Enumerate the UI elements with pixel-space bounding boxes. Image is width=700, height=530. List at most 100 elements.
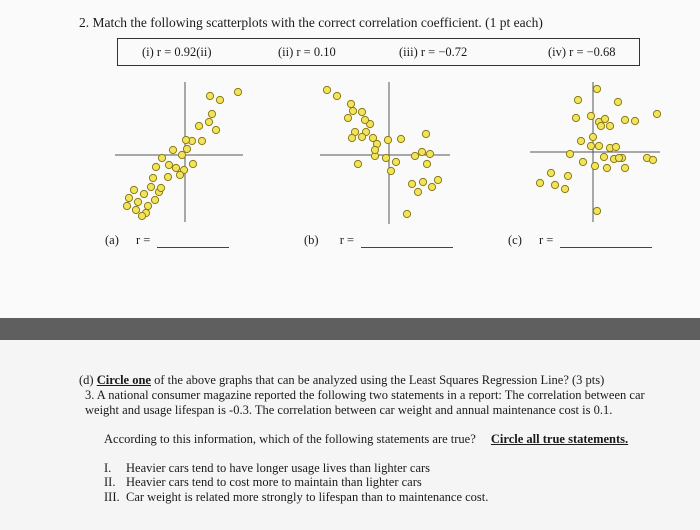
scatter-point [605,121,615,131]
scatterplot-c [530,82,662,222]
coefficient-i: (i) r = 0.92(ii) [142,45,212,59]
part-d-question: (d) Circle one of the above graphs that … [79,373,604,388]
scatter-point [402,209,412,219]
answer-c-blank[interactable] [560,236,653,248]
scatter-point [146,182,156,192]
scatter-point [343,113,353,123]
scatter-point [233,87,243,97]
scatter-point [129,185,139,195]
scatter-point [346,99,356,109]
scatter-point [381,153,391,163]
scatter-point [599,152,609,162]
scatter-point [370,145,380,155]
scatter-point [413,187,423,197]
scatterplot-b [320,82,450,224]
scatter-point [611,142,621,152]
scatter-point [139,189,149,199]
scatter-point [602,163,612,173]
scatter-point [207,109,217,119]
part-d-text: of the above graphs that can be analyzed… [150,373,605,387]
instruction-text: Circle all true statements. [490,432,629,446]
scatter-point [168,145,178,155]
scatter-point [177,150,187,160]
answer-a-r: r = [136,233,151,247]
scatter-point [630,116,640,126]
answer-a-label: (a) [105,233,119,247]
scatter-point [175,170,185,180]
scatter-point [133,197,143,207]
answer-c: (c) r = [508,233,653,248]
worksheet-bottom [0,340,700,530]
scatter-point [211,125,221,135]
circle-one-text: Circle one [96,373,151,387]
scatter-point [573,95,583,105]
statement-1-num: I. [104,461,112,475]
statement-3[interactable]: III. Car weight is related more strongly … [104,490,488,505]
scatter-point [163,172,173,182]
question-3-line-1: 3. A national consumer magazine reported… [85,388,645,402]
scatter-point [571,113,581,123]
statement-2[interactable]: II. Heavier cars tend to cost more to mai… [104,475,422,490]
question-2-heading: 2. Match the following scatterplots with… [79,15,543,30]
question-3-line-2: weight and usage lifespan is -0.3. The c… [85,403,613,417]
scatter-point [613,97,623,107]
scatter-point [194,121,204,131]
scatter-point [360,115,370,125]
answer-c-label: (c) [508,233,522,247]
statement-3-text: Car weight is related more strongly to l… [126,490,489,504]
scatter-point [535,178,545,188]
scatter-point [124,193,134,203]
scatter-point [156,183,166,193]
scatter-point [425,149,435,159]
coefficient-iv: (iv) r = −0.68 [548,45,616,59]
scatter-point [205,91,215,101]
scatter-point [322,85,332,95]
scatter-point [215,95,225,105]
answer-a: (a) r = [105,233,230,248]
scatter-point [157,153,167,163]
scatter-point [620,115,630,125]
scatter-point [171,163,181,173]
scatter-point [188,159,198,169]
scatter-point [427,182,437,192]
prompt-text: According to this information, which of … [104,432,476,446]
coefficient-ii: (ii) r = 0.10 [278,45,336,59]
scatter-point [588,132,598,142]
scatter-point [391,157,401,167]
scatter-point [586,141,596,151]
scatter-point [122,201,132,211]
scatter-point [614,153,624,163]
scatter-point [592,84,602,94]
scatter-point [347,133,357,143]
part-d-label: (d) [79,373,94,387]
scatter-point [565,149,575,159]
scatter-point [410,151,420,161]
scatter-point [600,114,610,124]
scatter-point [181,135,191,145]
statement-1-text: Heavier cars tend to have longer usage l… [126,461,431,475]
scatter-point [151,162,161,172]
scatter-point [197,136,207,146]
scatter-point [386,166,396,176]
scatter-point [148,173,158,183]
scatter-point [648,155,658,165]
scatter-point [332,91,342,101]
answer-b-r: r = [339,233,355,247]
statement-2-num: II. [104,475,116,489]
scatter-point [353,159,363,169]
scatter-point [407,179,417,189]
answer-a-blank[interactable] [157,236,230,248]
scatter-point [131,205,141,215]
scatter-point [143,201,153,211]
statement-2-text: Heavier cars tend to cost more to mainta… [126,475,422,489]
coefficient-box: (i) r = 0.92(ii) (ii) r = 0.10 (iii) r =… [117,38,640,66]
answer-b-label: (b) [304,233,319,247]
answer-b-blank[interactable] [361,236,454,248]
answer-c-r: r = [539,233,554,247]
statement-1[interactable]: I. Heavier cars tend to have longer usage… [104,461,430,476]
scatter-point [357,132,367,142]
scatter-point [594,141,604,151]
scatter-point [182,144,192,154]
scatter-point [164,160,174,170]
scatter-point [560,184,570,194]
